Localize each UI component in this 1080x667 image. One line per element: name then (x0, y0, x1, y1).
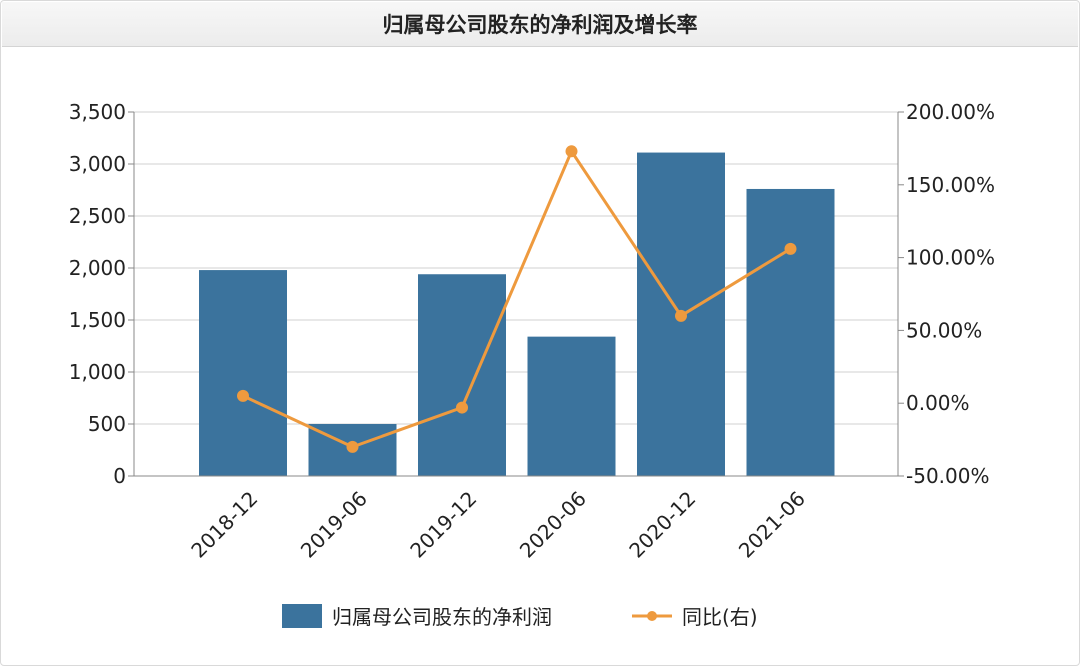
x-tick-label: 2018-12 (186, 486, 262, 562)
axes (128, 111, 904, 477)
yoy-point (346, 440, 359, 453)
left-tick-label: 3,500 (69, 100, 126, 124)
left-tick-label: 500 (88, 412, 126, 436)
left-tick-label: 3,000 (69, 152, 126, 176)
right-tick-label: 50.00% (906, 318, 982, 342)
yoy-point (675, 309, 687, 322)
right-tick-label: 100.00% (906, 246, 995, 270)
legend-line-marker (647, 611, 657, 621)
x-tick-label: 2019-12 (405, 486, 481, 562)
left-tick-label: 1,500 (69, 308, 126, 332)
left-tick-label: 0 (113, 464, 126, 488)
yoy-point (565, 145, 578, 158)
right-tick-label: -50.00% (906, 464, 989, 488)
x-tick-label: 2021-06 (734, 486, 810, 562)
yoy-line (242, 148, 792, 449)
left-tick-label: 2,500 (69, 204, 126, 228)
x-tick-label: 2020-06 (515, 486, 591, 562)
right-tick-label: 150.00% (906, 173, 995, 197)
line-series (237, 145, 797, 453)
legend-bar-swatch (282, 604, 322, 628)
right-tick-label: 200.00% (906, 100, 995, 124)
legend: 归属母公司股东的净利润 同比(右) (282, 604, 758, 629)
title-bar: 归属母公司股东的净利润及增长率 (2, 2, 1078, 47)
x-tick-label: 2019-06 (296, 486, 372, 562)
legend-line-label: 同比(右) (682, 605, 758, 629)
yoy-point (237, 389, 249, 402)
bar-series (199, 152, 835, 476)
bar (746, 188, 835, 476)
left-tick-label: 1,000 (69, 360, 126, 384)
x-tick-label: 2020-12 (624, 486, 700, 562)
right-tick-label: 0.00% (906, 391, 970, 415)
bar (527, 336, 616, 476)
yoy-point (784, 242, 797, 255)
yoy-point (456, 401, 468, 414)
chart-title: 归属母公司股东的净利润及增长率 (382, 13, 698, 37)
left-tick-label: 2,000 (69, 256, 126, 280)
legend-bar-label: 归属母公司股东的净利润 (332, 605, 552, 629)
bar (199, 270, 287, 476)
bar (418, 274, 506, 476)
